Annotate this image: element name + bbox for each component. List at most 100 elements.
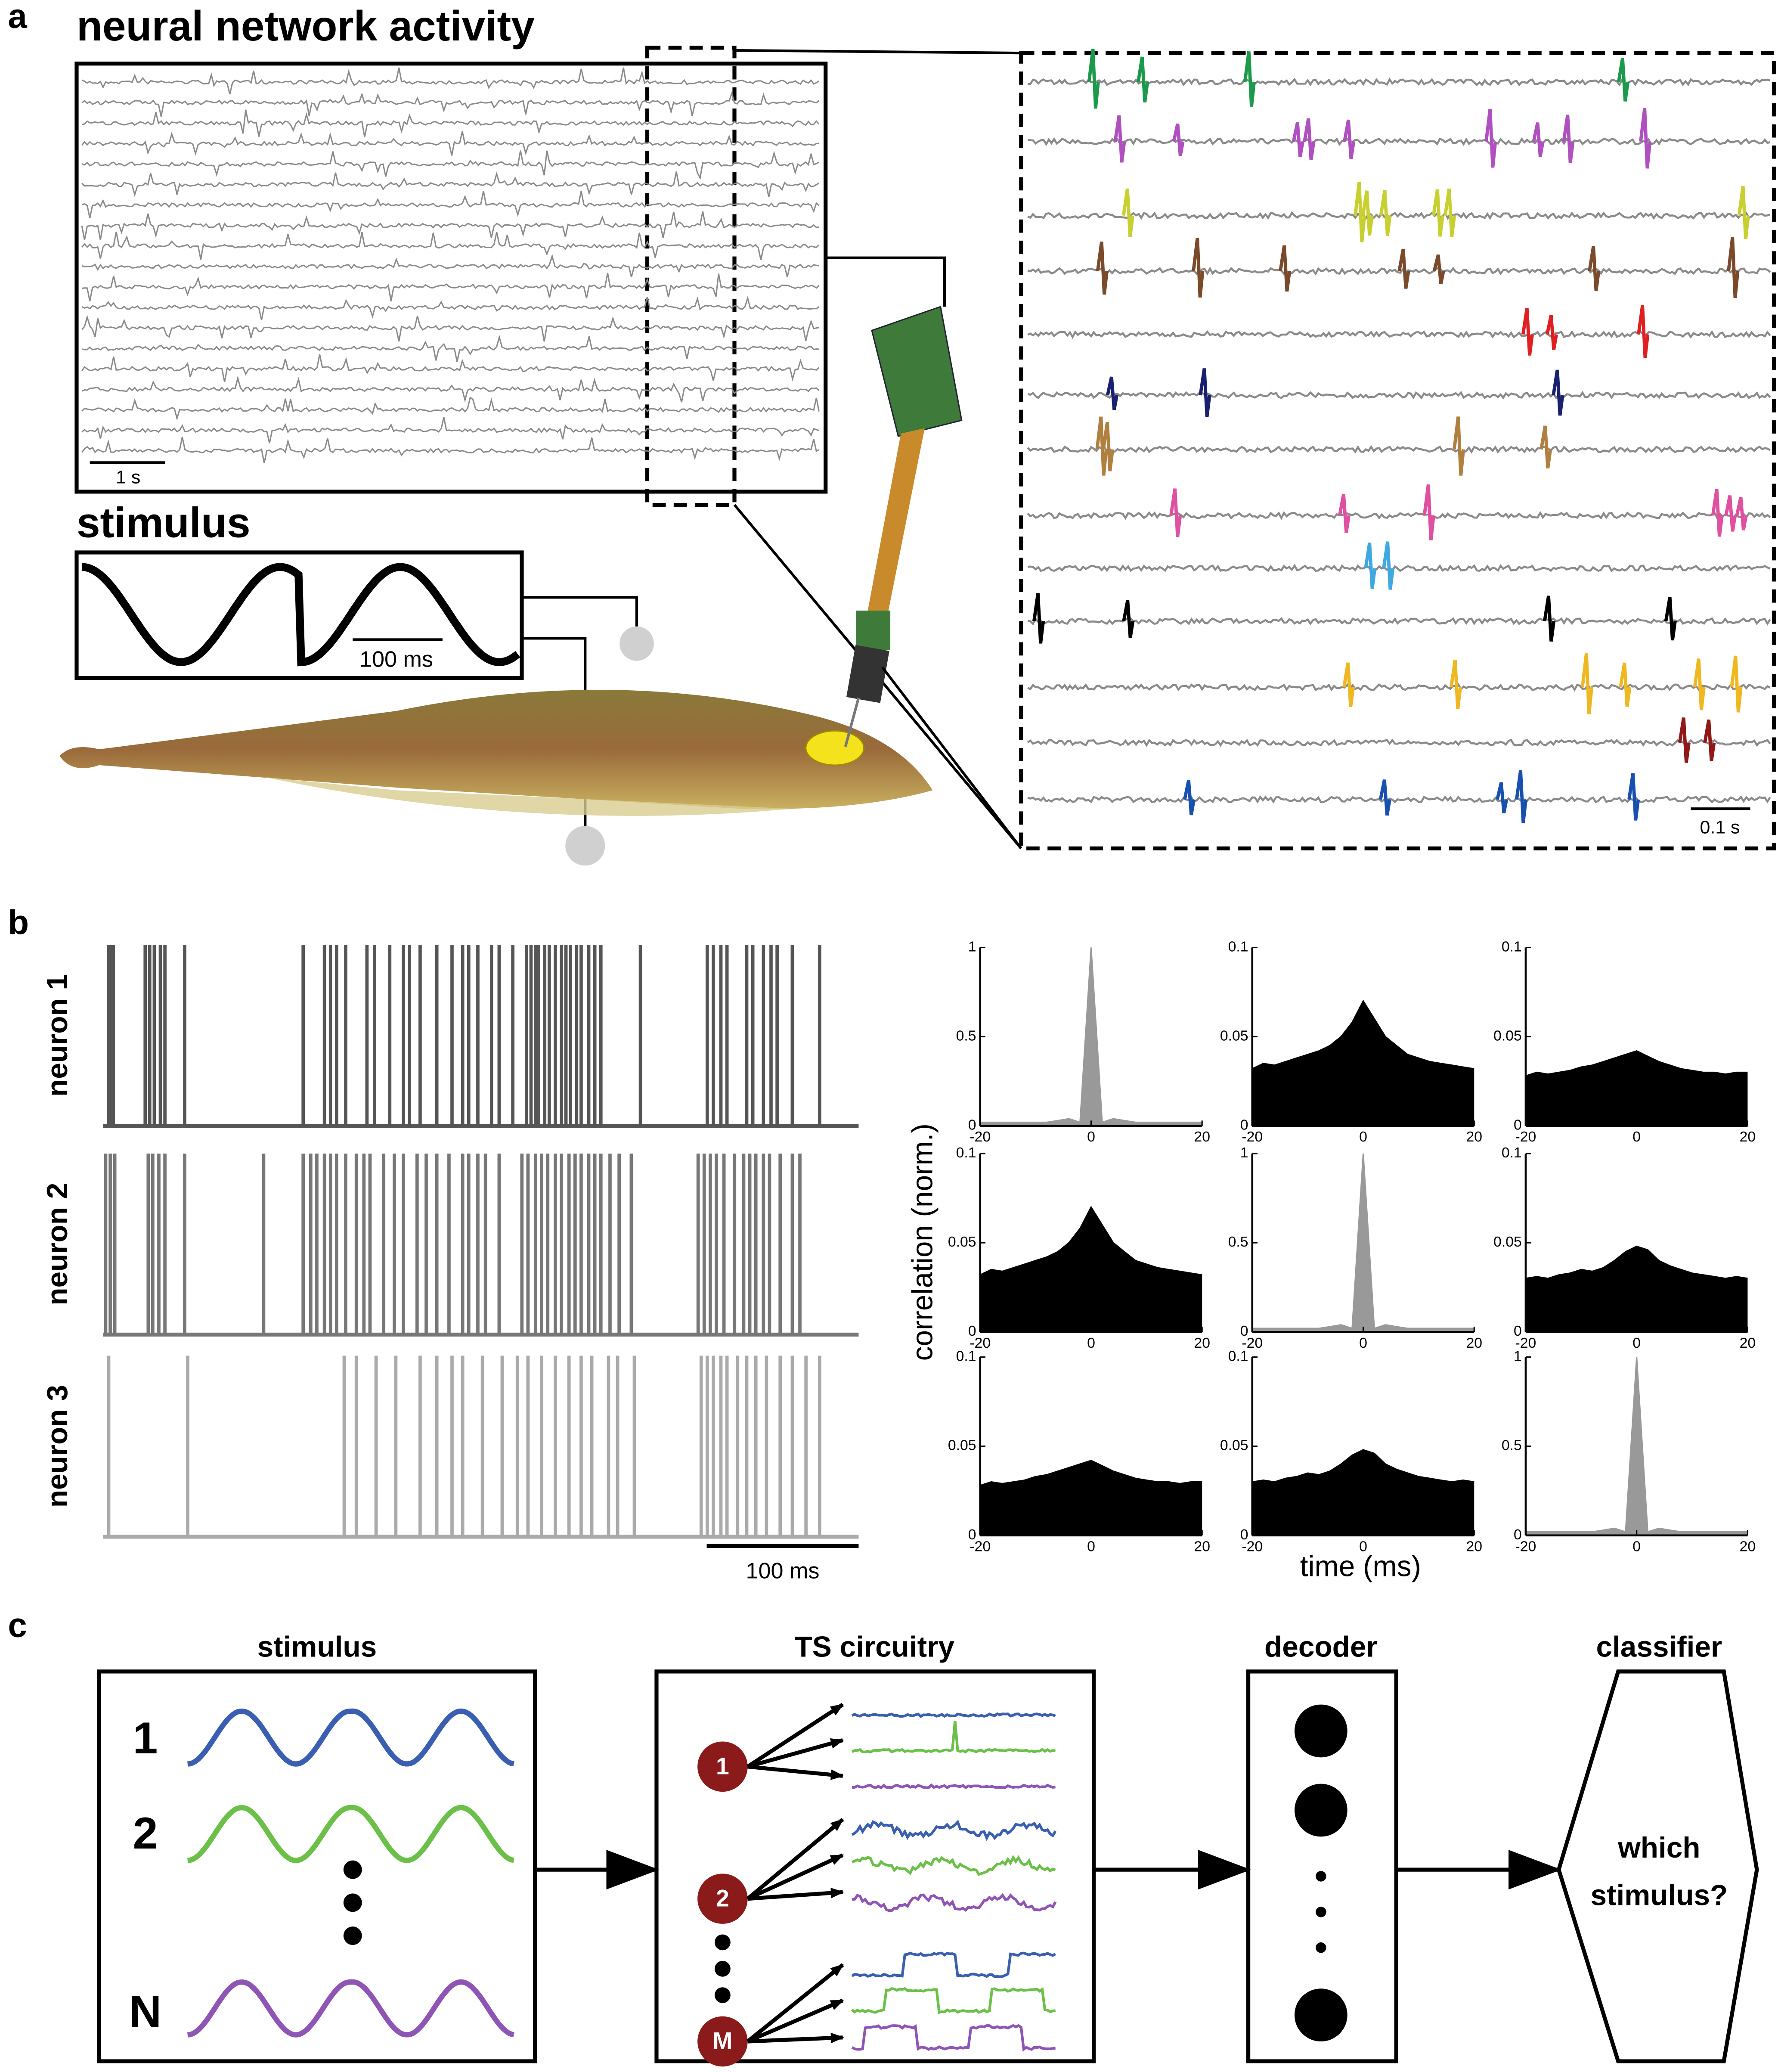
y-tick-label: 0.05: [948, 1437, 976, 1454]
spike: [1192, 238, 1205, 298]
correlogram-line: [1252, 1153, 1474, 1330]
panel-label: c: [8, 1606, 27, 1644]
x-tick-label: -20: [1515, 1129, 1536, 1145]
scale-label: 100 ms: [359, 647, 433, 672]
x-tick-label: 0: [1632, 1335, 1641, 1351]
x-tick-label: 20: [1740, 1538, 1756, 1554]
ellipsis-dot: [1316, 1907, 1326, 1917]
trace: [81, 67, 820, 94]
arrow: [747, 2032, 844, 2044]
y-tick-label: 0.1: [1502, 1145, 1522, 1161]
y-tick-label: 0.05: [1220, 1027, 1248, 1044]
y-tick-label: 0.5: [1228, 1234, 1248, 1250]
scale-label: 0.1 s: [1700, 817, 1740, 838]
probe: [846, 645, 889, 703]
ellipsis-dot: [343, 1893, 362, 1912]
trace: [1027, 78, 1771, 87]
stimulus-box: [97, 1669, 537, 2063]
y-tick-label: 0: [968, 1117, 976, 1133]
trace: [1027, 564, 1771, 573]
y-axis-label: correlation (norm.): [907, 1123, 939, 1361]
classifier: [1556, 1669, 1759, 2063]
y-tick-label: 0.05: [1493, 1234, 1522, 1250]
stimulus-title: stimulus: [77, 499, 251, 546]
y-tick-label: 1: [1240, 1145, 1248, 1161]
spike: [1361, 190, 1374, 236]
spike: [1397, 248, 1410, 289]
spike: [1532, 122, 1545, 157]
area-fill: [1525, 1246, 1748, 1332]
ellipsis-dot: [714, 1960, 731, 1977]
stimulus-wave: [81, 563, 520, 667]
connector-board: [856, 610, 891, 651]
stimulus-wave: [187, 1805, 514, 1863]
spike: [1121, 188, 1134, 237]
connector: [734, 49, 1021, 55]
y-tick-label: 0.05: [1493, 1027, 1522, 1044]
arrow: [747, 1887, 844, 1901]
ellipsis-dot: [1316, 1871, 1326, 1882]
trace: [1027, 330, 1771, 339]
neuron: [697, 1741, 748, 1792]
electrode: [565, 826, 605, 866]
trace: [1027, 738, 1771, 748]
brain: [805, 730, 865, 766]
x-tick-label: -20: [1242, 1335, 1263, 1351]
y-tick-label: 0: [968, 1526, 976, 1543]
correlogram-line: [980, 947, 1202, 1123]
trace: [81, 396, 820, 421]
spike: [1431, 189, 1444, 237]
wire: [825, 256, 946, 307]
classifier-text: stimulus?: [1590, 1879, 1728, 1911]
trace: [1027, 211, 1771, 220]
spike: [1737, 186, 1750, 239]
area-fill: [1525, 1051, 1748, 1126]
y-tick-label: 0.1: [1228, 938, 1248, 955]
stimulus-wave: [187, 1708, 514, 1767]
trace: [81, 91, 820, 117]
y-tick-label: 0: [1514, 1323, 1522, 1339]
correlogram-line: [980, 1460, 1202, 1486]
ellipsis-dot: [714, 1987, 731, 2004]
spike: [1243, 51, 1256, 107]
arrow: [747, 1765, 844, 1780]
area-fill: [980, 1207, 1202, 1332]
y-tick-label: 0.1: [956, 1348, 976, 1365]
spike: [1545, 315, 1558, 350]
neuron: [697, 2016, 748, 2067]
y-tick-label: 0: [1240, 1526, 1248, 1543]
correlogram-line: [1525, 1050, 1748, 1077]
circuitry-box: [654, 1669, 1096, 2063]
neuron-label: neuron 3: [41, 1385, 74, 1507]
response-trace: [851, 1820, 1057, 1841]
spike: [1342, 662, 1355, 707]
spike: [1199, 368, 1211, 417]
trace: [81, 295, 820, 320]
area-fill: [1525, 1357, 1748, 1535]
stage-title: stimulus: [257, 1631, 377, 1663]
decoder-unit: [1294, 1988, 1347, 2042]
spike: [1443, 188, 1456, 237]
spike: [1693, 658, 1706, 710]
area-fill: [1252, 1001, 1474, 1126]
x-tick-label: 0: [1087, 1335, 1095, 1351]
x-tick-label: 0: [1359, 1335, 1367, 1351]
spike: [1617, 58, 1629, 102]
area-fill: [1252, 1450, 1474, 1535]
x-tick-label: 20: [1194, 1538, 1210, 1554]
x-tick-label: 0: [1632, 1538, 1641, 1554]
y-tick-label: 0.05: [1220, 1437, 1248, 1454]
spike: [1183, 780, 1196, 816]
spike: [1724, 495, 1737, 532]
spike: [1735, 496, 1748, 530]
y-tick-label: 0: [1240, 1117, 1248, 1133]
correlogram-line: [1252, 999, 1474, 1070]
x-tick-label: 20: [1466, 1538, 1483, 1554]
trace: [81, 171, 820, 197]
x-tick-label: 20: [1194, 1129, 1210, 1145]
x-tick-label: -20: [970, 1129, 991, 1145]
spike: [1627, 773, 1640, 821]
x-tick-label: 20: [1466, 1335, 1483, 1351]
classifier-text: which: [1617, 1832, 1700, 1864]
